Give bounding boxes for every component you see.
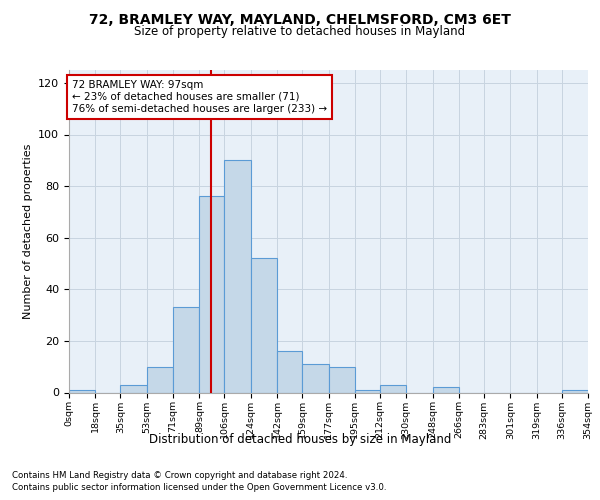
Bar [277, 351, 302, 393]
Bar [380, 385, 406, 392]
Bar [121, 385, 147, 392]
Text: Size of property relative to detached houses in Mayland: Size of property relative to detached ho… [134, 25, 466, 38]
Bar [199, 196, 224, 392]
Bar [302, 364, 329, 392]
Bar [69, 390, 95, 392]
Text: 72, BRAMLEY WAY, MAYLAND, CHELMSFORD, CM3 6ET: 72, BRAMLEY WAY, MAYLAND, CHELMSFORD, CM… [89, 12, 511, 26]
Bar [224, 160, 251, 392]
Bar [147, 366, 173, 392]
Y-axis label: Number of detached properties: Number of detached properties [23, 144, 32, 319]
Text: Distribution of detached houses by size in Mayland: Distribution of detached houses by size … [149, 432, 451, 446]
Bar [251, 258, 277, 392]
Text: Contains HM Land Registry data © Crown copyright and database right 2024.: Contains HM Land Registry data © Crown c… [12, 471, 347, 480]
Bar [562, 390, 588, 392]
Bar [173, 308, 199, 392]
Text: Contains public sector information licensed under the Open Government Licence v3: Contains public sector information licen… [12, 482, 386, 492]
Text: 72 BRAMLEY WAY: 97sqm
← 23% of detached houses are smaller (71)
76% of semi-deta: 72 BRAMLEY WAY: 97sqm ← 23% of detached … [72, 80, 327, 114]
Bar [355, 390, 380, 392]
Bar [433, 388, 459, 392]
Bar [329, 366, 355, 392]
